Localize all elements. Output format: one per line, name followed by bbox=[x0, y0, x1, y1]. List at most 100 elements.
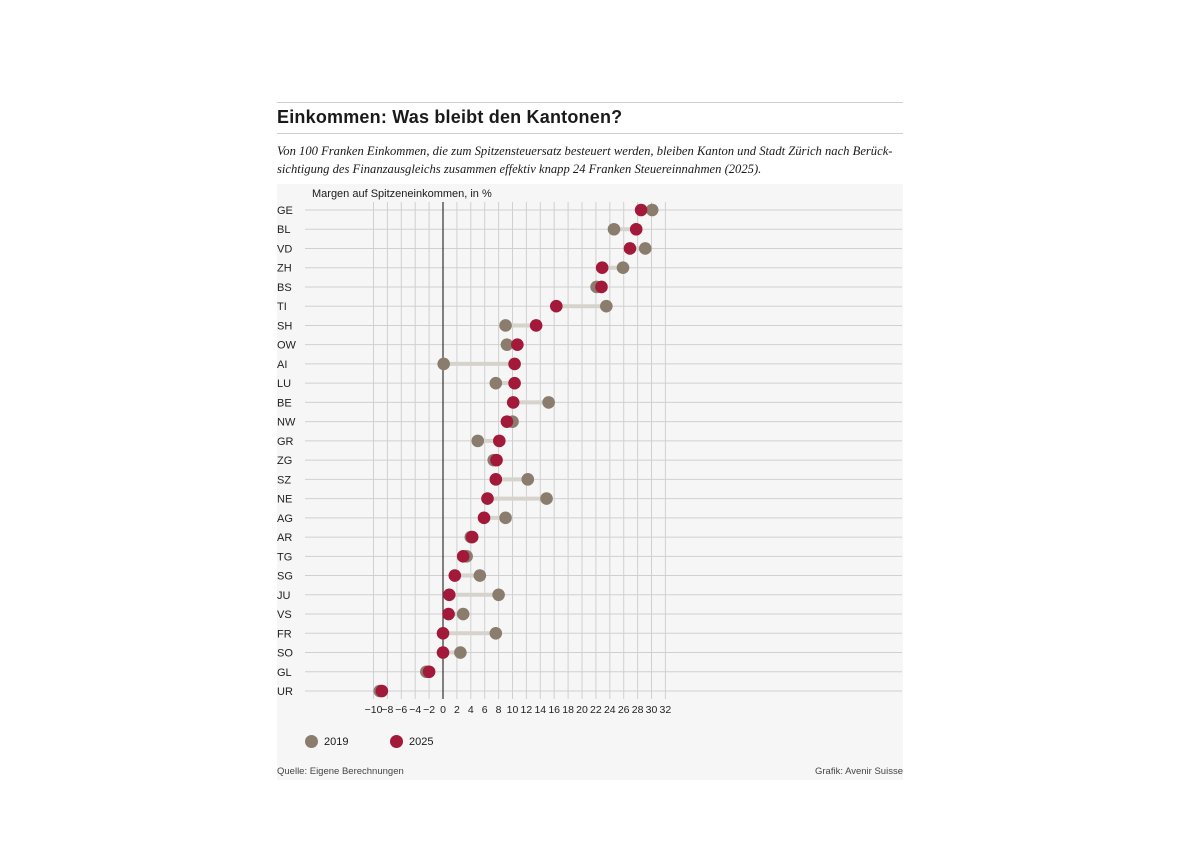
category-label: AG bbox=[277, 513, 293, 525]
x-tick-label: 12 bbox=[521, 704, 533, 716]
point-2025 bbox=[375, 684, 389, 698]
graphic-credit: Grafik: Avenir Suisse bbox=[814, 766, 903, 777]
category-label: SO bbox=[277, 648, 293, 660]
point-2019 bbox=[540, 492, 553, 505]
point-2019 bbox=[437, 357, 450, 371]
category-label: SH bbox=[277, 320, 292, 332]
category-label: GE bbox=[277, 205, 293, 217]
point-2019 bbox=[616, 261, 630, 275]
source-note: Quelle: Eigene Berechnungen bbox=[277, 766, 404, 777]
x-tick-label: 26 bbox=[618, 704, 630, 716]
x-tick-label: 6 bbox=[482, 704, 488, 716]
x-tick-label: −10 bbox=[365, 704, 383, 716]
point-2025 bbox=[436, 626, 450, 640]
point-2025 bbox=[492, 434, 506, 448]
x-tick-label: −8 bbox=[381, 704, 393, 716]
x-tick-label: 14 bbox=[534, 704, 546, 716]
category-label: SG bbox=[277, 571, 293, 583]
category-label: GL bbox=[277, 667, 292, 679]
point-2025 bbox=[481, 492, 494, 505]
point-2019 bbox=[638, 242, 652, 255]
point-2019 bbox=[500, 338, 514, 351]
x-tick-label: 24 bbox=[604, 704, 616, 716]
x-tick-label: 2 bbox=[454, 704, 460, 716]
chart-subtitle: Von 100 Franken Einkommen, die zum Spitz… bbox=[277, 142, 901, 178]
point-2025 bbox=[422, 665, 436, 679]
legend-label-2019: 2019 bbox=[324, 735, 349, 748]
category-label: BL bbox=[277, 224, 290, 236]
point-2025 bbox=[489, 473, 503, 486]
point-2025 bbox=[500, 415, 514, 428]
legend-marker-2025 bbox=[390, 735, 403, 748]
x-tick-label: 10 bbox=[507, 704, 519, 716]
legend-label-2025: 2025 bbox=[409, 735, 434, 748]
category-label: TG bbox=[277, 551, 292, 563]
category-label: UR bbox=[277, 686, 293, 698]
point-2019 bbox=[492, 588, 505, 602]
legend-marker-2019 bbox=[305, 735, 318, 748]
x-tick-label: 30 bbox=[646, 704, 658, 716]
point-2019 bbox=[471, 434, 485, 448]
legend-item-2025: 2025 bbox=[390, 735, 433, 748]
value-axis-label: Margen auf Spitzeneinkommen, in % bbox=[312, 188, 492, 200]
x-tick-label: 28 bbox=[632, 704, 644, 716]
point-2019 bbox=[607, 222, 621, 236]
category-label: NE bbox=[277, 494, 292, 506]
category-label: NW bbox=[277, 417, 296, 429]
category-label: ZG bbox=[277, 455, 292, 467]
point-2025 bbox=[508, 357, 521, 371]
legend-item-2019: 2019 bbox=[305, 735, 348, 748]
point-2025 bbox=[595, 280, 608, 294]
point-2025 bbox=[436, 646, 450, 659]
point-2025 bbox=[595, 261, 609, 275]
category-label: VS bbox=[277, 609, 292, 621]
point-2019 bbox=[454, 646, 467, 659]
category-label: AI bbox=[277, 359, 287, 371]
category-label: LU bbox=[277, 378, 291, 390]
x-tick-label: 20 bbox=[576, 704, 588, 716]
category-label: GR bbox=[277, 436, 294, 448]
category-label: AR bbox=[277, 532, 292, 544]
point-2019 bbox=[499, 319, 512, 332]
x-tick-label: −6 bbox=[395, 704, 407, 716]
x-tick-label: 18 bbox=[562, 704, 574, 716]
chart-title: Einkommen: Was bleibt den Kantonen? bbox=[277, 107, 623, 127]
category-label: JU bbox=[277, 590, 291, 602]
x-tick-label: 0 bbox=[440, 704, 446, 716]
point-2025 bbox=[448, 569, 462, 582]
category-label: OW bbox=[277, 340, 297, 352]
subtitle-line-2: sichtigung des Finanzausgleichs zusammen… bbox=[277, 162, 762, 176]
point-2025 bbox=[511, 338, 524, 351]
chart-card: Einkommen: Was bleibt den Kantonen? Von … bbox=[277, 102, 903, 782]
point-2019 bbox=[489, 376, 503, 390]
point-2019 bbox=[499, 511, 512, 525]
category-label: BE bbox=[277, 397, 292, 409]
x-tick-label: 22 bbox=[590, 704, 602, 716]
plot-background bbox=[277, 184, 903, 780]
point-2025 bbox=[508, 376, 521, 390]
point-2025 bbox=[456, 550, 470, 563]
point-2025 bbox=[549, 299, 563, 313]
title-rule bbox=[277, 133, 903, 134]
point-2025 bbox=[442, 588, 456, 602]
category-label: FR bbox=[277, 628, 292, 640]
x-tick-label: 8 bbox=[496, 704, 502, 716]
point-2025 bbox=[465, 530, 479, 544]
x-tick-label: −4 bbox=[409, 704, 421, 716]
category-label: ZH bbox=[277, 263, 292, 275]
point-2025 bbox=[623, 242, 637, 255]
x-tick-label: 32 bbox=[660, 704, 672, 716]
point-2025 bbox=[442, 607, 455, 621]
category-label: TI bbox=[277, 301, 287, 313]
point-2019 bbox=[456, 607, 470, 621]
point-2019 bbox=[489, 626, 503, 640]
point-2019 bbox=[473, 569, 487, 582]
point-2025 bbox=[629, 222, 643, 236]
category-label: VD bbox=[277, 243, 292, 255]
subtitle-line-1: Von 100 Franken Einkommen, die zum Spitz… bbox=[277, 144, 893, 158]
point-2019 bbox=[542, 396, 555, 409]
point-2025 bbox=[529, 319, 543, 332]
point-2019 bbox=[645, 203, 659, 217]
category-label: SZ bbox=[277, 474, 291, 486]
point-2025 bbox=[634, 203, 648, 217]
